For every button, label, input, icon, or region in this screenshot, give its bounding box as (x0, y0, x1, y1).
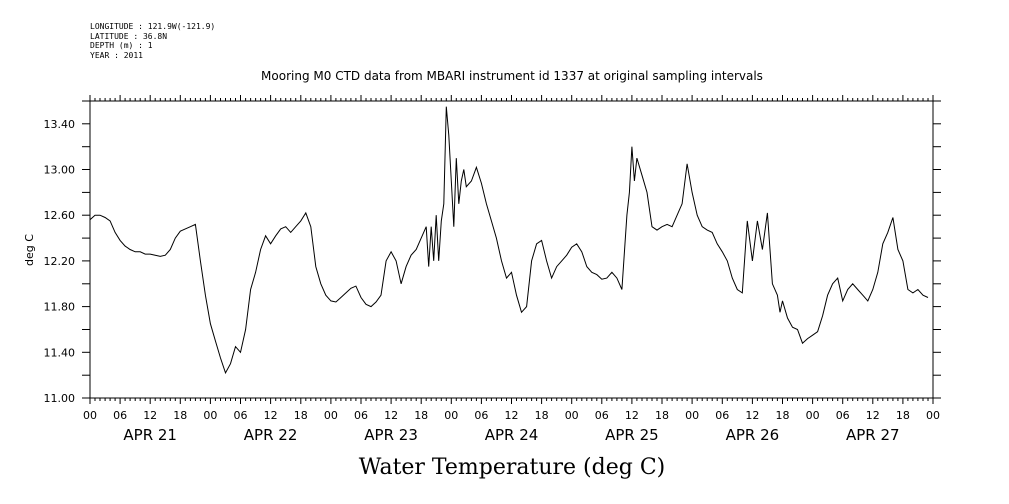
x-tick-label: 18 (535, 409, 549, 422)
x-tick-label: 12 (625, 409, 639, 422)
station-metadata: LONGITUDE : 121.9W(-121.9) LATITUDE : 36… (90, 22, 215, 60)
y-tick-label: 11.00 (44, 392, 76, 405)
x-tick-label: 00 (444, 409, 458, 422)
x-tick-label: 18 (173, 409, 187, 422)
day-label: APR 22 (244, 426, 298, 444)
x-tick-label: 06 (595, 409, 609, 422)
year-label: YEAR : 2011 (90, 50, 143, 60)
day-label: APR 25 (605, 426, 659, 444)
x-tick-label: 18 (655, 409, 669, 422)
latitude-label: LATITUDE : 36.8N (90, 31, 168, 41)
x-tick-label: 06 (715, 409, 729, 422)
day-label: APR 27 (846, 426, 900, 444)
depth-label: DEPTH (m) : 1 (90, 41, 153, 50)
y-tick-label: 13.00 (44, 164, 76, 177)
x-tick-labels: 00 06 12 18 00 06 12 18 00 06 12 18 00 06 12 18 00 06 12 18… (83, 409, 940, 422)
x-tick-label: 00 (83, 409, 97, 422)
x-tick-label: 18 (294, 409, 308, 422)
x-tick-label: 00 (685, 409, 699, 422)
y-axis-label: deg C (23, 234, 36, 266)
y-tick-label: 12.20 (44, 255, 76, 268)
x-tick-label: 06 (836, 409, 850, 422)
y-tick-label: 12.60 (44, 209, 76, 222)
y-tick-label: 13.40 (44, 118, 76, 131)
x-tick-label: 06 (234, 409, 248, 422)
x-tick-label: 12 (264, 409, 278, 422)
x-tick-label: 18 (414, 409, 428, 422)
x-tick-label: 18 (896, 409, 910, 422)
x-axis-label: Water Temperature (deg C) (359, 455, 666, 480)
x-tick-label: 06 (113, 409, 127, 422)
x-tick-label: 12 (745, 409, 759, 422)
day-label: APR 21 (123, 426, 177, 444)
day-labels: APR 21 APR 22 APR 23 APR 24 APR 25 APR 26 APR … (123, 426, 899, 444)
x-tick-label: 12 (866, 409, 880, 422)
x-tick-label: 00 (806, 409, 820, 422)
x-tick-label: 12 (143, 409, 157, 422)
longitude-label: LONGITUDE : 121.9W(-121.9) (90, 22, 216, 31)
x-tick-label: 06 (354, 409, 368, 422)
x-tick-label: 18 (776, 409, 790, 422)
y-tick-labels: 11.00 11.40 11.80 12.20 12.60 13.00 13.40 (44, 118, 76, 405)
x-tick-label: 00 (324, 409, 338, 422)
x-tick-label: 00 (203, 409, 217, 422)
x-tick-label: 12 (384, 409, 398, 422)
x-tick-label: 00 (926, 409, 940, 422)
axis-ticks (82, 95, 941, 404)
plot-frame (89, 100, 934, 399)
x-tick-label: 06 (474, 409, 488, 422)
day-label: APR 23 (364, 426, 418, 444)
chart-title: Mooring M0 CTD data from MBARI instrumen… (261, 69, 763, 83)
x-tick-label: 00 (565, 409, 579, 422)
y-tick-label: 11.40 (44, 346, 76, 359)
day-label: APR 26 (726, 426, 780, 444)
y-tick-label: 11.80 (44, 301, 76, 314)
temperature-series-line (89, 106, 929, 375)
day-label: APR 24 (485, 426, 539, 444)
x-tick-label: 12 (505, 409, 519, 422)
